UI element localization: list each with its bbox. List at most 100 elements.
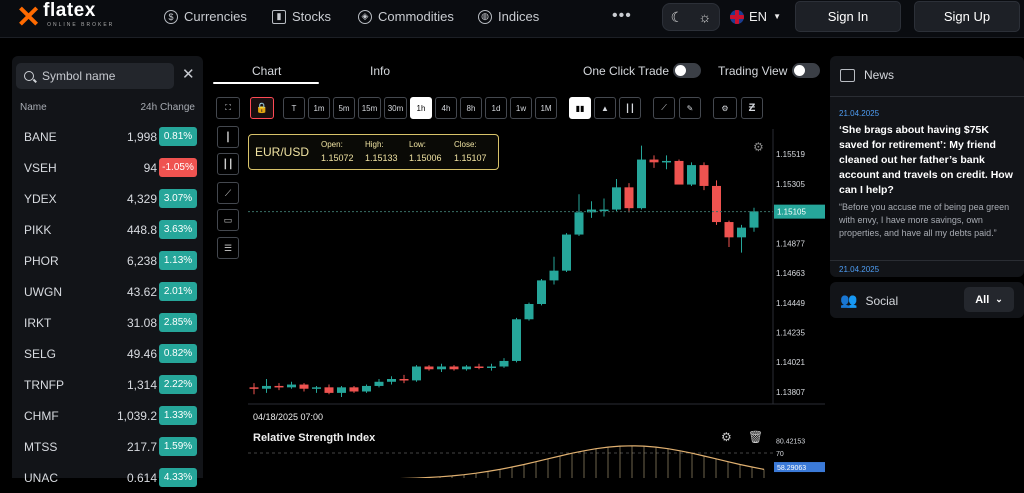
timeframe-30m[interactable]: 30m (384, 97, 407, 119)
candle-body (749, 211, 759, 228)
symbol-name: MTSS (24, 440, 58, 454)
nav-commodities[interactable]: ◈ Commodities (358, 9, 454, 24)
symbol-price: 1,998 (126, 130, 157, 144)
moon-icon[interactable]: ☾ (670, 8, 684, 25)
symbol-row[interactable]: VSEH 94 -1.05% (12, 153, 203, 183)
rectangle-icon[interactable]: ▭ (217, 209, 239, 231)
theme-switcher[interactable]: ☾ ☼ (662, 3, 720, 31)
symbol-row[interactable]: IRKT 31.08 2.85% (12, 308, 203, 338)
trendline-icon[interactable]: ⟋ (217, 182, 239, 204)
language-selector[interactable]: EN ▼ (730, 9, 781, 24)
flatex-logo[interactable]: ✕ flatex ONLINE BROKER (16, 1, 114, 33)
candle-body (537, 280, 546, 304)
timeframe-1d[interactable]: 1d (485, 97, 507, 119)
uk-flag-icon (730, 9, 744, 24)
price-tick-label: 1.14877 (776, 239, 805, 248)
candle-body (699, 165, 709, 186)
high-value: 1.15133 (365, 153, 398, 163)
nav-currencies[interactable]: $ Currencies (164, 9, 247, 24)
timeframe-15m[interactable]: 15m (358, 97, 381, 119)
timeframe-1h[interactable]: 1h (410, 97, 432, 119)
candle-body (549, 270, 559, 281)
sun-icon[interactable]: ☼ (698, 9, 712, 25)
lock-icon[interactable]: 🔒 (250, 97, 274, 119)
change-badge: 2.22% (159, 375, 197, 394)
bars-chart-icon[interactable]: ┃┃ (619, 97, 641, 119)
symbol-row[interactable]: PHOR 6,238 1.13% (12, 246, 203, 276)
symbol-row[interactable]: BANE 1,998 0.81% (12, 122, 203, 152)
symbol-row[interactable]: UNAC 0.614 4.33% (12, 463, 203, 493)
price-tick-label: 1.14449 (776, 299, 805, 308)
nav-indices-label: Indices (498, 9, 540, 24)
nav-indices[interactable]: ◍ Indices (478, 9, 539, 24)
symbol-row[interactable]: MTSS 217.7 1.59% (12, 432, 203, 462)
tab-chart[interactable]: Chart (252, 64, 282, 78)
z-icon[interactable]: Ƶ (741, 97, 763, 119)
open-value: 1.15072 (321, 153, 354, 163)
bars-tool-icon[interactable]: ┃┃ (217, 153, 239, 175)
news-date: 21.04.2025 (839, 109, 880, 118)
settings-alert-icon[interactable]: ⚙ (713, 97, 737, 119)
symbol-price: 49.46 (126, 347, 157, 361)
one-click-trade-toggle[interactable] (673, 63, 701, 78)
social-filter-dropdown[interactable]: All ⌄ (964, 287, 1014, 312)
price-tick-label: 1.15305 (776, 180, 805, 189)
rsi-settings-icon[interactable]: ⚙ (721, 430, 732, 444)
symbol-row[interactable]: TRNFP 1,314 2.22% (12, 370, 203, 400)
timeframe-1m[interactable]: 1m (308, 97, 330, 119)
search-icon (24, 71, 34, 81)
symbol-row[interactable]: SELG 49.46 0.82% (12, 339, 203, 369)
timeframe-T[interactable]: T (283, 97, 305, 119)
low-label: Low: (409, 140, 426, 149)
chevron-down-icon: ⌄ (995, 294, 1003, 304)
symbol-name: PIKK (24, 223, 52, 237)
close-icon[interactable]: ✕ (182, 66, 195, 83)
fullscreen-icon[interactable]: ⛶ (216, 97, 240, 119)
sign-up-button[interactable]: Sign Up (914, 1, 1020, 32)
tab-info[interactable]: Info (370, 64, 391, 78)
timeframe-1w[interactable]: 1w (510, 97, 532, 119)
symbol-row[interactable]: CHMF 1,039.2 1.33% (12, 401, 203, 431)
candle-body (487, 366, 496, 368)
chart-settings-icon[interactable]: ⚙ (753, 140, 764, 154)
timeframe-8h[interactable]: 8h (460, 97, 482, 119)
sign-in-button[interactable]: Sign In (795, 1, 901, 32)
nav-stocks[interactable]: ▮ Stocks (272, 9, 331, 24)
timeframe-4h[interactable]: 4h (435, 97, 457, 119)
candle-body (437, 366, 446, 370)
social-panel: 👥 Social All ⌄ (830, 282, 1024, 318)
search-placeholder: Symbol name (42, 69, 116, 83)
symbol-price: 448.8 (126, 223, 157, 237)
candles-chart-icon[interactable]: ▮▮ (569, 97, 591, 119)
candle-body (624, 187, 634, 209)
trading-view-toggle[interactable] (792, 63, 820, 78)
symbol-row[interactable]: UWGN 43.62 2.01% (12, 277, 203, 307)
search-input[interactable]: Symbol name (16, 63, 174, 89)
candle-body (512, 319, 521, 361)
rsi-delete-icon[interactable]: 🗑 (748, 430, 764, 444)
area-chart-icon[interactable]: ▲ (594, 97, 616, 119)
timeframe-1M[interactable]: 1M (535, 97, 557, 119)
more-menu-button[interactable]: ••• (612, 7, 632, 24)
ohlc-legend: EUR/USD Open: 1.15072 High: 1.15133 Low:… (248, 134, 499, 170)
symbol-price: 4,329 (126, 192, 157, 206)
price-chart[interactable]: 1.15519 1.15305 1.14877 1.14663 1.14449 1.142… (248, 129, 825, 478)
bar-chart-icon: ▮ (272, 9, 286, 24)
symbol-row[interactable]: PIKK 448.8 3.63% (12, 215, 203, 245)
timeframe-5m[interactable]: 5m (333, 97, 355, 119)
symbol-list-panel: Symbol name ✕ Name 24h Change BANE 1,998 0… (12, 56, 203, 487)
candle-body (249, 387, 259, 389)
low-value: 1.15006 (409, 153, 442, 163)
drawing-tools-icon[interactable]: ✎ (679, 97, 701, 119)
candle-body (337, 387, 346, 393)
right-panel: News 21.04.2025 ‘She brags about having … (830, 56, 1024, 478)
symbol-row[interactable]: YDEX 4,329 3.07% (12, 184, 203, 214)
candle-tool-icon[interactable]: ┃ (217, 126, 239, 148)
close-value: 1.15107 (454, 153, 487, 163)
indicator-icon[interactable]: ⟋ (653, 97, 675, 119)
candle-body (737, 227, 746, 238)
change-badge: 0.82% (159, 344, 197, 363)
horizontal-lines-icon[interactable]: ☰ (217, 237, 239, 259)
news-headline[interactable]: ‘She brags about having $75K saved for r… (839, 124, 1013, 196)
symbol-name: UNAC (24, 471, 59, 485)
